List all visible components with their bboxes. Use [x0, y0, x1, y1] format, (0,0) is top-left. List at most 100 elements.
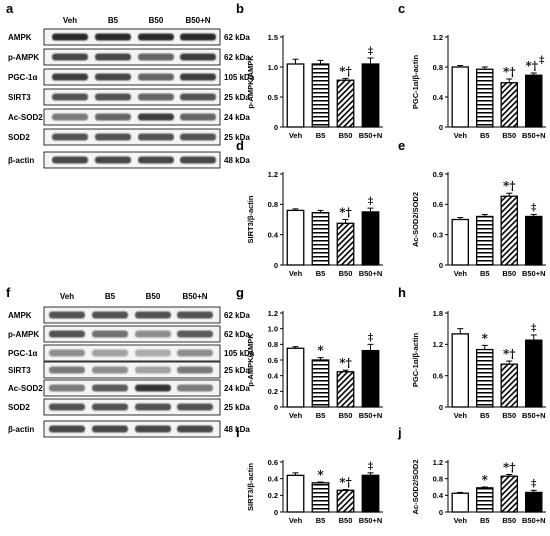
blot-band: [52, 33, 88, 41]
y-tick-label: 0: [274, 508, 278, 517]
y-tick-label: 1.2: [268, 170, 278, 179]
bar: [361, 63, 380, 128]
blot-band: [135, 311, 171, 319]
x-tick-label: B5: [316, 131, 326, 140]
blot-band: [180, 53, 216, 61]
blot-strip: [43, 379, 221, 397]
y-tick-label: 0: [439, 403, 443, 412]
x-tick-label: B50: [339, 269, 353, 278]
blot-strip: [43, 48, 221, 66]
band-size: 62 kDa: [224, 330, 250, 339]
bar: [476, 348, 494, 408]
y-tick-label: 1.2: [433, 458, 443, 467]
panel-letter: a: [6, 1, 14, 16]
protein-label: SOD2: [8, 133, 30, 142]
y-tick-label: 0: [274, 261, 278, 270]
blot-band: [180, 33, 216, 41]
blot-band: [177, 330, 213, 338]
blot-strip: [43, 325, 221, 343]
bar: [500, 475, 518, 513]
y-axis-label: SIRT3/β-actin: [246, 463, 255, 511]
blot-band: [138, 133, 174, 141]
blot-band: [177, 366, 213, 374]
significance-mark: ‡: [539, 55, 544, 66]
y-tick-label: 1.0: [268, 324, 278, 333]
blot-band: [135, 384, 171, 392]
bar: [500, 363, 518, 408]
protein-label: β-actin: [8, 156, 34, 165]
y-tick-label: 1.5: [268, 33, 278, 42]
blot-strip: [43, 28, 221, 46]
blot-strip: [43, 361, 221, 379]
y-tick-label: 0.4: [433, 491, 444, 500]
blot-band: [95, 156, 131, 164]
blot-band: [49, 330, 85, 338]
x-tick-label: B5: [316, 269, 326, 278]
blot-band: [49, 384, 85, 392]
y-tick-label: 1.8: [433, 309, 443, 318]
significance-mark: ‡: [368, 196, 373, 207]
x-tick-label: B50: [502, 131, 516, 140]
chart-panel-i: i 0 0.2 0.4 0.6 SIRT3/β-actin Veh B5 * B50 *† B50+N…: [236, 425, 383, 525]
blot-band: [138, 113, 174, 121]
lane-label: B5: [105, 292, 116, 301]
x-tick-label: B50+N: [359, 269, 383, 278]
y-axis-label: PGC-1α/β-actin: [411, 332, 420, 387]
protein-label: β-actin: [8, 425, 34, 434]
lane-label: B50: [149, 16, 164, 25]
blot-band: [180, 73, 216, 81]
x-tick-label: B50: [502, 516, 516, 525]
band-size: 24 kDa: [224, 384, 250, 393]
x-tick-label: B50: [339, 411, 353, 420]
bar: [525, 215, 543, 266]
band-size: 105 kDa: [224, 73, 255, 82]
x-tick-label: B50: [502, 411, 516, 420]
significance-mark: *†: [339, 64, 352, 78]
blot-band: [138, 33, 174, 41]
band-size: 62 kDa: [224, 33, 250, 42]
y-tick-label: 0.8: [268, 200, 278, 209]
blot-band: [49, 425, 85, 433]
bar: [286, 63, 305, 128]
blot-band: [49, 311, 85, 319]
blot-band: [138, 156, 174, 164]
panel-letter: h: [398, 285, 406, 300]
y-axis-label: p-AMPK/AMPK: [246, 333, 255, 387]
blot-strip: [43, 151, 221, 169]
significance-mark: ‡: [368, 46, 373, 57]
y-tick-label: 0.5: [268, 93, 278, 102]
lane-label: B50+N: [182, 292, 207, 301]
band-size: 25 kDa: [224, 93, 250, 102]
chart-panel-d: d 0 0.4 0.8 1.2 SIRT3/β-actin Veh B5 B50 *† B50+N ‡: [236, 138, 383, 278]
bar: [476, 68, 494, 128]
protein-label: p-AMPK: [8, 330, 39, 339]
bar: [451, 492, 469, 513]
y-tick-label: 1.0: [268, 63, 278, 72]
panel-letter: d: [236, 138, 244, 153]
significance-mark: *†: [503, 179, 516, 193]
blot-band: [92, 384, 128, 392]
lane-label: Veh: [60, 292, 74, 301]
blot-band: [92, 366, 128, 374]
blot-band: [138, 53, 174, 61]
blot-strip: [43, 108, 221, 126]
significance-mark: *: [482, 473, 489, 487]
significance-mark: *†: [525, 59, 538, 73]
band-size: 24 kDa: [224, 113, 250, 122]
blot-panel-f: f Veh B5 B50 B50+N AMPK 62 kDa p-AMPK 62 kDa PGC-…: [6, 285, 255, 438]
chart-panel-c: c 0 0.4 0.8 1.2 PGC-1α/β-actin Veh B5 B50 *† B50+N…: [398, 1, 546, 140]
protein-label: SOD2: [8, 403, 30, 412]
bar: [336, 489, 355, 513]
blot-strip: [43, 344, 221, 362]
protein-label: Ac-SOD2: [8, 384, 43, 393]
y-tick-label: 1.2: [433, 340, 443, 349]
bar: [286, 209, 305, 266]
y-tick-label: 1.2: [268, 309, 278, 318]
blot-band: [52, 93, 88, 101]
band-size: 105 kDa: [224, 349, 255, 358]
bar: [500, 195, 518, 266]
chart-panel-g: g 0 0.2 0.4 0.6 0.8 1.0 1.2 p-AMPK/AMPK Veh B5 * B50…: [236, 285, 383, 420]
x-tick-label: B5: [480, 516, 490, 525]
blot-band: [177, 384, 213, 392]
x-tick-label: B5: [480, 411, 490, 420]
